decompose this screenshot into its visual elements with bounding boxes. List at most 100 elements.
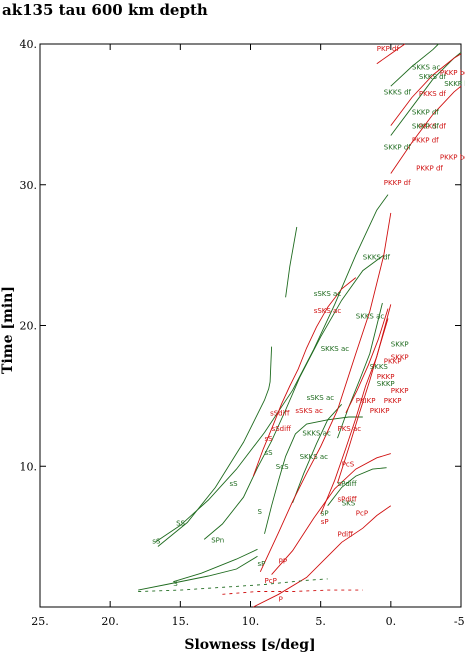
phase-label-15: PKKP df [384,179,411,187]
x-tick-label-4: 10. [242,615,260,628]
travel-time-curve-15 [259,212,392,572]
phase-label-22: SKKP [391,353,409,361]
phase-label-24: SKKS [370,363,389,371]
travel-time-curve-22 [376,43,406,65]
travel-time-curve-24 [222,589,363,595]
x-axis-ticks: 25. 20. 15. 10. 5. 0. -5. [31,44,465,628]
travel-time-curve-8 [292,403,343,503]
phase-label-42: sS [230,480,239,488]
phase-label-38: SKKS ac [300,453,329,461]
travel-time-curve-18 [337,318,389,484]
phase-label-31: sSKS ac [307,394,335,402]
travel-time-curve-21 [390,53,462,126]
phase-label-41: PcS [342,460,355,468]
phase-label-50: sP [321,518,329,526]
travel-time-curve-3 [285,226,298,298]
phase-label-54: PP [279,557,287,565]
phase-label-16: SKKS df [363,253,391,261]
phase-label-49: sP [321,510,329,518]
travel-time-curves [138,43,462,608]
x-tick-label-3: 15. [172,615,190,628]
phase-label-27: PKKP [391,387,409,395]
phase-label-14: PKKP df [416,165,443,173]
phase-label-32: sSKS ac [295,407,323,415]
travel-time-curve-2 [157,346,273,547]
travel-time-curve-19 [345,308,389,414]
phase-label-5: SKKP bc [444,80,465,88]
phase-label-17: sSKS ac [314,290,342,298]
phase-label-30: PKIKP [370,407,390,415]
travel-time-curve-7 [264,416,363,534]
travel-time-curve-17 [320,304,392,515]
y-tick-label-1: 10. [20,460,38,473]
phase-label-13: PKKP bc [440,153,465,161]
phase-label-25: PKKP [377,373,395,381]
phase-label-35: SKKS ac [302,429,331,437]
phase-label-19: SKKS ac [356,313,385,321]
phase-label-28: PKIKP [356,397,376,405]
travel-time-curve-6 [173,548,258,583]
phase-label-58: P [279,595,283,603]
phase-label-46: PcP [356,510,368,518]
y-tick-label-3: 30. [20,179,38,192]
phase-label-1: PKP df [377,45,400,53]
y-tick-label-4: 40. [20,38,38,51]
phase-label-48: SS [176,519,185,527]
phase-label-4: PKKP bc [440,69,465,77]
phase-label-18: sSKS ac [314,307,342,315]
x-tick-label-2: 20. [101,615,119,628]
travel-time-curve-23 [138,578,328,592]
phase-label-33: sSdiff [270,410,289,418]
x-axis-label: Slowness [s/deg] [184,637,315,653]
x-tick-label-6: 0. [386,615,397,628]
phase-label-3: SKKS df [419,73,447,81]
phase-label-20: SKKP [391,341,409,349]
phase-label-57: S [173,580,178,588]
travel-time-curve-13 [253,505,392,608]
y-axis-label: Time [min] [0,286,16,374]
phase-label-55: sP [258,560,266,568]
x-tick-label-1: 25. [31,615,49,628]
travel-time-curve-4 [203,254,385,540]
phase-label-53: sS [152,538,161,546]
phase-label-26: SKKP [377,380,395,388]
plot-frame [39,43,462,608]
phase-label-44: SKS [342,500,356,508]
y-axis-ticks: 10. 20. 30. 40. [20,38,461,473]
x-tick-label-5: 5. [315,615,326,628]
phase-label-36: PKS ac [338,425,362,433]
phase-label-37: sS [265,435,274,443]
phase-label-45: sPdiff [338,495,357,503]
chart-title: ak135 tau 600 km depth [2,1,208,19]
x-tick-label-7: -5. [454,615,465,628]
phase-label-51: SPn [211,536,224,544]
phase-label-23: PKKP [384,358,402,366]
phase-label-47: S [258,508,263,516]
phase-label-40: ScS [276,463,289,471]
phase-label-8: PKKS df [419,122,447,130]
y-tick-label-2: 20. [20,320,38,333]
phase-label-52: Pdiff [338,531,354,539]
travel-time-curve-9 [327,467,387,506]
phase-label-29: PKKP [384,397,402,405]
phase-label-10: SKKP df [412,122,440,130]
phase-label-12: SKKP df [384,144,412,152]
phase-label-2: SKKS ac [412,63,441,71]
phase-label-21: SKKS ac [321,345,350,353]
phase-label-56: PcP [265,577,277,585]
travel-time-curve-20 [390,85,462,174]
travel-time-curve-1 [154,194,389,543]
phase-label-11: PKKP df [412,137,439,145]
phase-label-6: PKKS df [419,90,447,98]
phase-label-39: sS [265,449,274,457]
phase-label-9: SKKP df [412,108,440,116]
travel-time-curve-14 [271,453,391,575]
phase-label-7: SKKS df [384,89,412,97]
travel-time-curve-12 [390,43,439,87]
travel-time-curve-5 [138,555,258,591]
phase-label-34: sSdiff [272,425,291,433]
travel-time-curve-10 [337,302,383,439]
phase-label-43: sPdiff [338,480,357,488]
